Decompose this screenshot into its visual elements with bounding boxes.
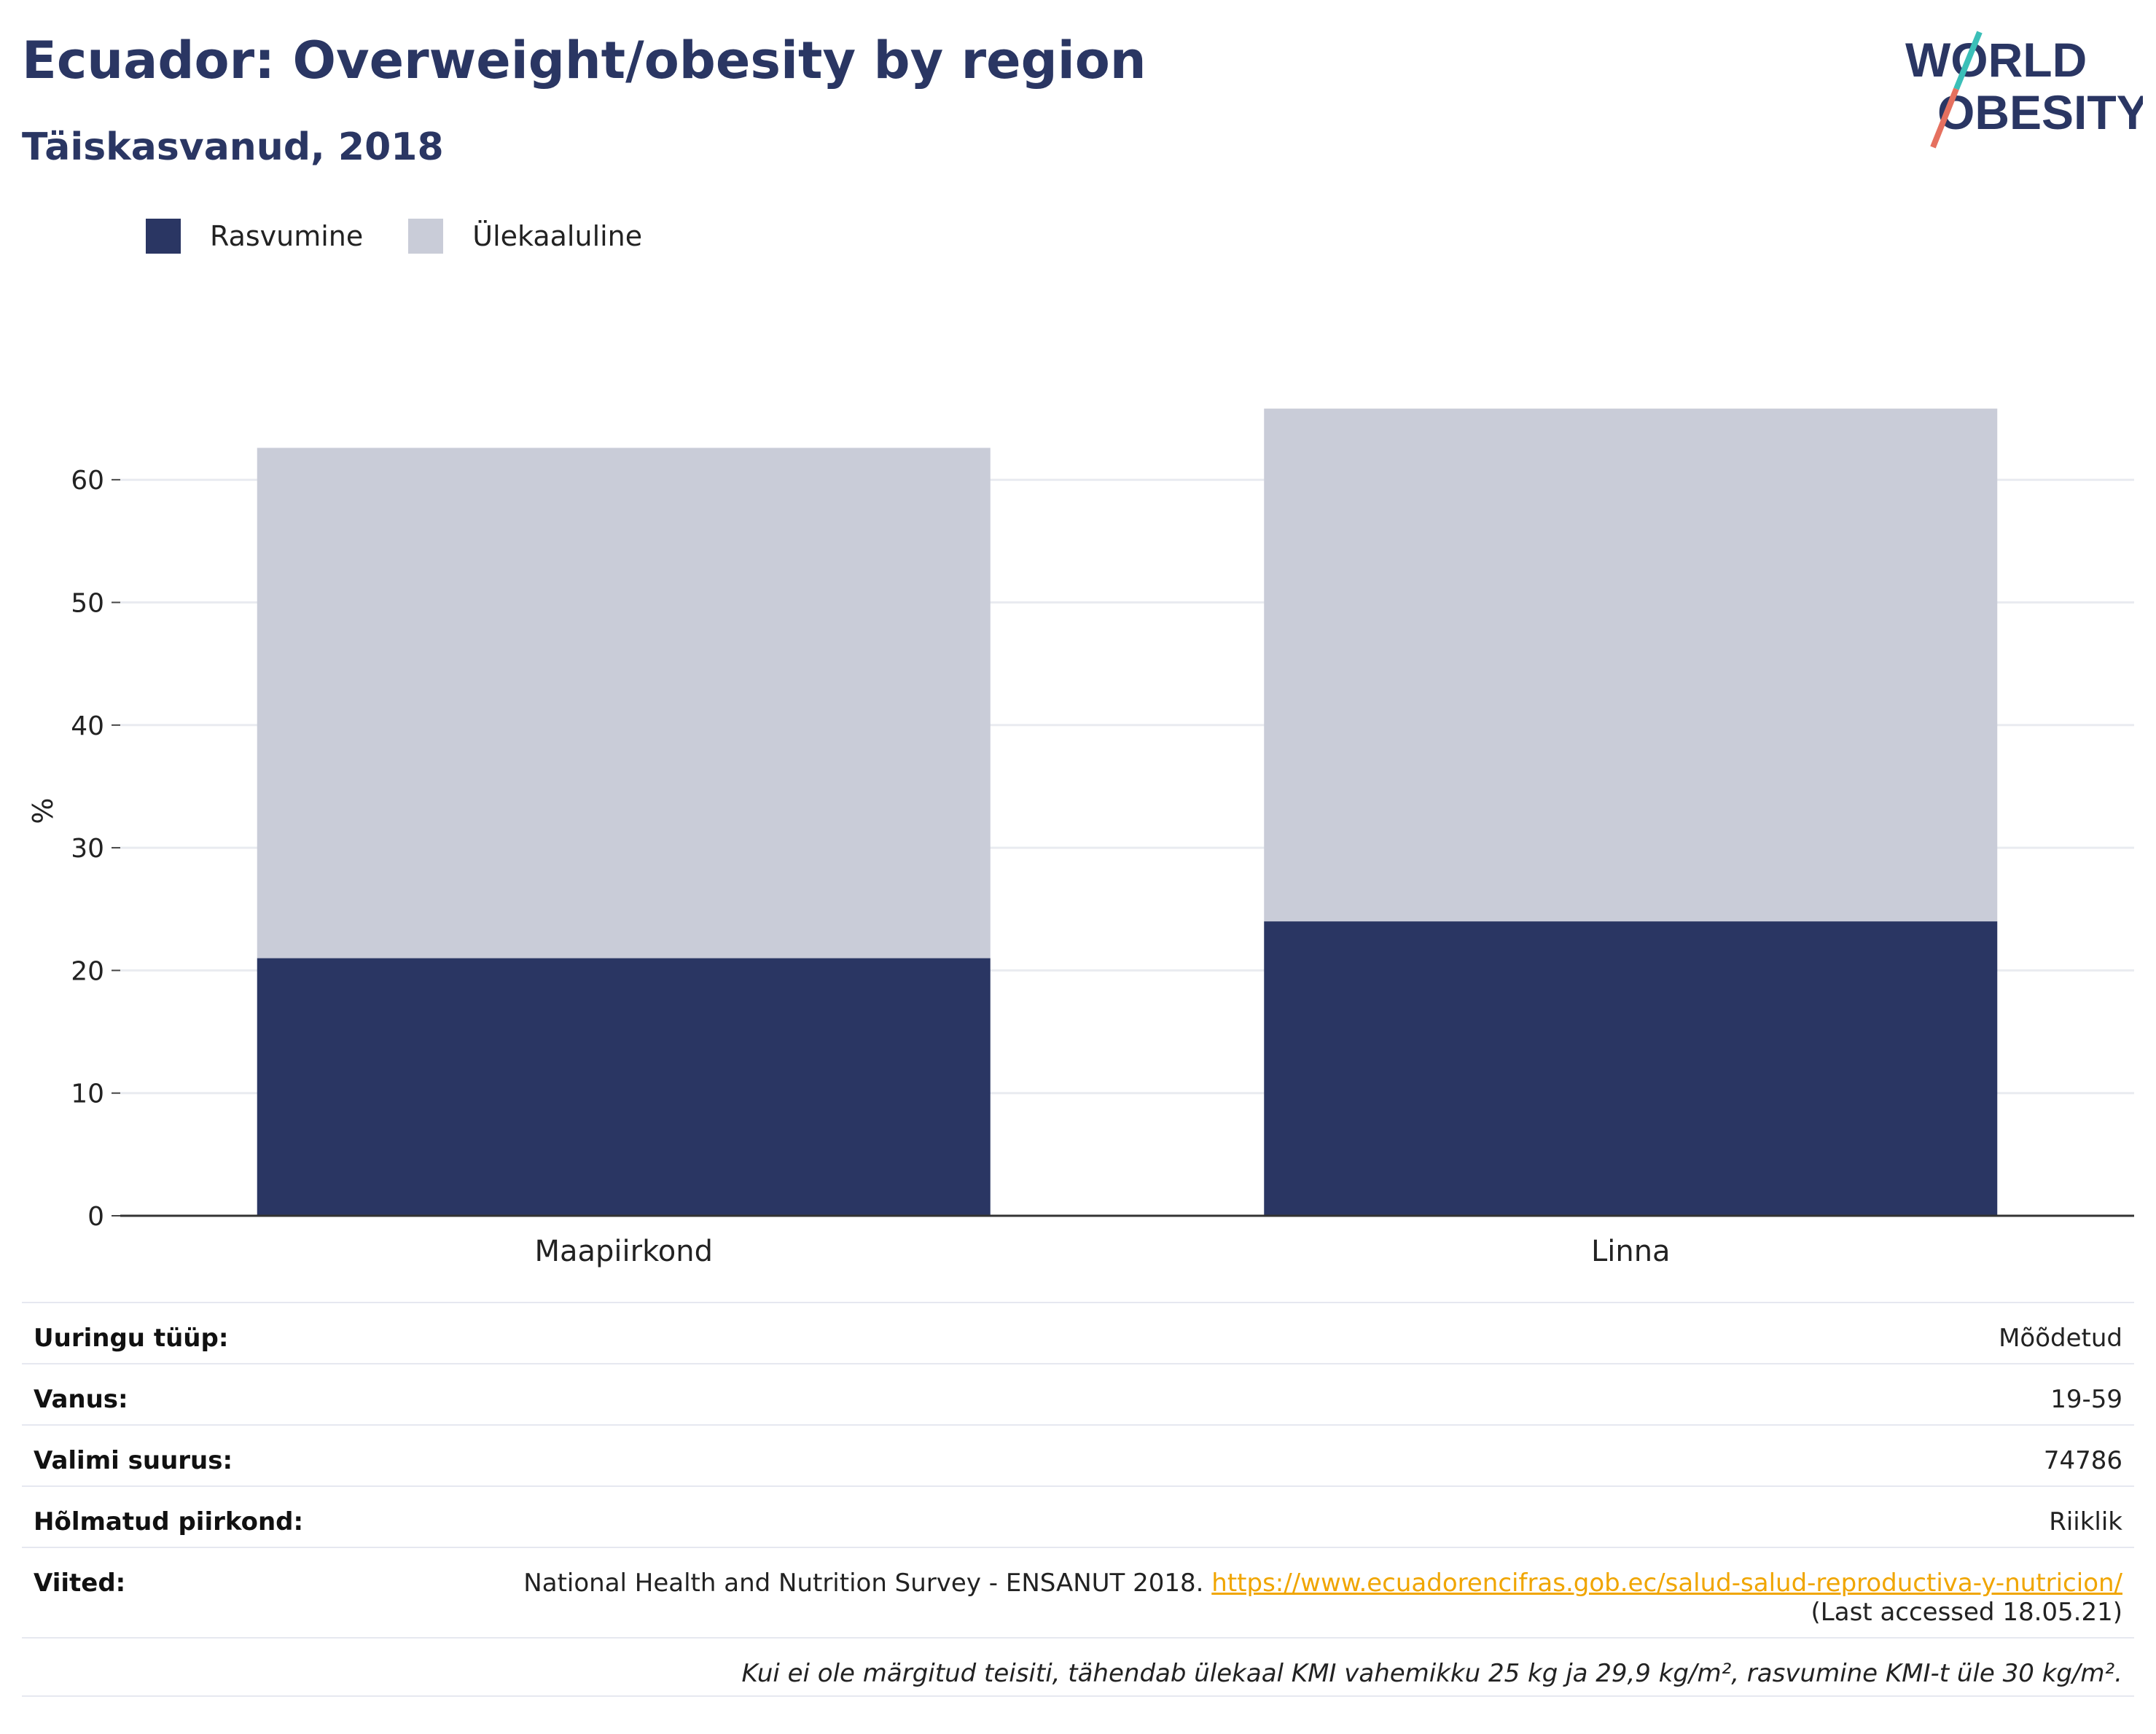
logo-line-1: WORLD xyxy=(1905,33,2087,87)
sample-size-label: Valimi suurus: xyxy=(34,1446,233,1475)
legend-label-rasvumine: Rasvumine xyxy=(210,220,364,252)
x-tick-label: Linna xyxy=(1591,1235,1671,1268)
age-value: 19-59 xyxy=(2050,1385,2122,1414)
y-tick-label: 40 xyxy=(71,711,104,741)
chart-subtitle: Täiskasvanud, 2018 xyxy=(22,125,444,169)
references-value: National Health and Nutrition Survey - E… xyxy=(523,1569,2122,1627)
bar-ulekaaluline-1 xyxy=(1264,408,1998,922)
footnote: Kui ei ole märgitud teisiti, tähendab ül… xyxy=(22,1637,2134,1697)
references-accessed: (Last accessed 18.05.21) xyxy=(1811,1598,2122,1627)
age-label: Vanus: xyxy=(34,1385,128,1414)
bar-ulekaaluline-0 xyxy=(257,448,991,958)
y-tick-label: 20 xyxy=(71,956,104,986)
y-axis-label: % xyxy=(27,798,59,824)
y-tick-label: 0 xyxy=(87,1202,104,1232)
info-table: Uuringu tüüp: Mõõdetud Vanus: 19-59 Vali… xyxy=(22,1302,2134,1697)
references-link[interactable]: https://www.ecuadorencifras.gob.ec/salud… xyxy=(1211,1569,2122,1598)
legend-swatch-rasvumine xyxy=(146,219,181,254)
info-row-area: Hõlmatud piirkond: Riiklik xyxy=(22,1485,2134,1547)
area-label: Hõlmatud piirkond: xyxy=(34,1507,304,1536)
info-row-survey-type: Uuringu tüüp: Mõõdetud xyxy=(22,1302,2134,1363)
info-row-age: Vanus: 19-59 xyxy=(22,1363,2134,1424)
legend-swatch-ulekaaluline xyxy=(408,219,444,254)
legend-label-ulekaaluline: Ülekaaluline xyxy=(472,220,643,252)
legend-item-ulekaaluline[interactable]: Ülekaaluline xyxy=(408,219,642,254)
survey-type-value: Mõõdetud xyxy=(1999,1324,2122,1353)
legend: Rasvumine Ülekaaluline xyxy=(146,216,687,257)
legend-item-rasvumine[interactable]: Rasvumine xyxy=(146,219,363,254)
bar-rasvumine-0 xyxy=(257,958,991,1216)
x-tick-label: Maapiirkond xyxy=(534,1235,713,1268)
bar-chart: 0 10 20 30 40 50 60% Maapiirkond Linna xyxy=(27,408,2134,1268)
y-tick-label: 60 xyxy=(71,466,104,496)
world-obesity-logo: WORLD OBESITY xyxy=(1905,31,2143,149)
info-row-references: Viited: National Health and Nutrition Su… xyxy=(22,1547,2134,1637)
references-label: Viited: xyxy=(34,1569,126,1598)
y-tick-label: 10 xyxy=(71,1079,104,1109)
area-value: Riiklik xyxy=(2049,1507,2122,1536)
survey-type-label: Uuringu tüüp: xyxy=(34,1324,229,1353)
y-tick-label: 50 xyxy=(71,589,104,619)
bar-rasvumine-1 xyxy=(1264,921,1998,1216)
sample-size-value: 74786 xyxy=(2043,1446,2122,1475)
references-text: National Health and Nutrition Survey - E… xyxy=(523,1569,1204,1598)
chart-title: Ecuador: Overweight/obesity by region xyxy=(22,31,1147,90)
info-row-sample-size: Valimi suurus: 74786 xyxy=(22,1424,2134,1485)
y-tick-label: 30 xyxy=(71,834,104,864)
logo-line-2: OBESITY xyxy=(1937,85,2143,139)
